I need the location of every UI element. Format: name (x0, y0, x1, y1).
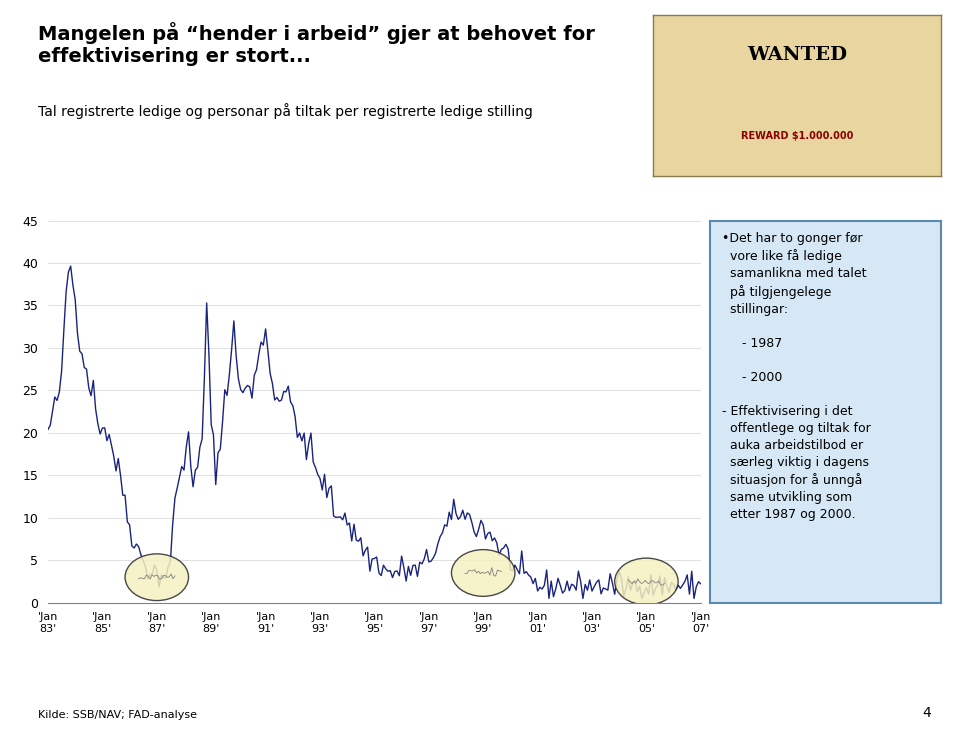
Text: •Det har to gonger før
  vore like få ledige
  samanlikna med talet
  på tilgjen: •Det har to gonger før vore like få ledi… (722, 232, 871, 521)
Text: REWARD $1.000.000: REWARD $1.000.000 (740, 131, 853, 141)
Text: WANTED: WANTED (747, 46, 847, 64)
Ellipse shape (614, 558, 678, 605)
Ellipse shape (451, 550, 515, 596)
Ellipse shape (125, 554, 188, 600)
Text: 4: 4 (923, 706, 931, 720)
Text: Kilde: SSB/NAV; FAD-analyse: Kilde: SSB/NAV; FAD-analyse (38, 710, 198, 720)
Text: Tal registrerte ledige og personar på tiltak per registrerte ledige stilling: Tal registrerte ledige og personar på ti… (38, 103, 533, 119)
Text: Mangelen på “hender i arbeid” gjer at behovet for
effektivisering er stort...: Mangelen på “hender i arbeid” gjer at be… (38, 22, 595, 66)
